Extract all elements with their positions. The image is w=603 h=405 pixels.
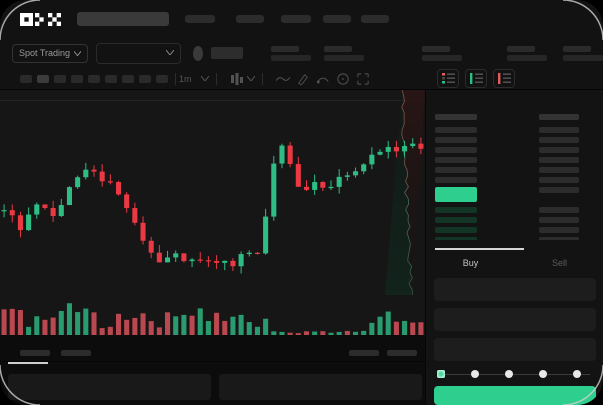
svg-text:1m: 1m bbox=[179, 74, 192, 84]
